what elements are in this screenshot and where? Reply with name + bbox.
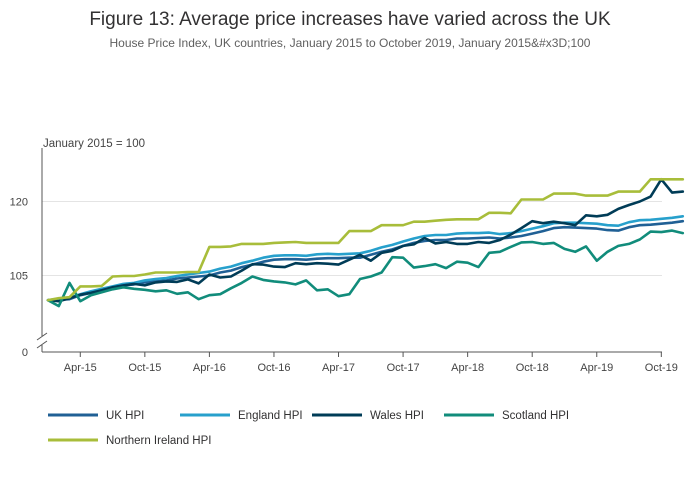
y-tick-label: 120 (10, 197, 28, 209)
x-tick-label: Oct-15 (128, 362, 161, 374)
legend-item-wales[interactable]: Wales HPI (312, 410, 424, 422)
x-tick-label: Oct-18 (516, 362, 549, 374)
legend-item-scotland[interactable]: Scotland HPI (444, 410, 569, 422)
legend-label: Wales HPI (370, 410, 424, 422)
x-tick-label: Apr-15 (64, 362, 97, 374)
legend-item-northern-ireland[interactable]: Northern Ireland HPI (48, 435, 211, 447)
series-line-scotland[interactable] (46, 229, 685, 308)
y-tick-label: 105 (10, 271, 28, 283)
series-line-northern-ireland[interactable] (46, 178, 685, 302)
x-tick-label: Oct-19 (645, 362, 678, 374)
gridlines (42, 201, 662, 276)
y-tick-label: 0 (22, 347, 28, 359)
chart-subtitle: House Price Index, UK countries, January… (110, 36, 591, 50)
y-unit-label: January 2015 = 100 (43, 138, 145, 150)
x-tick-label: Apr-17 (322, 362, 355, 374)
x-tick-label: Apr-19 (580, 362, 613, 374)
x-tick-label: Oct-16 (257, 362, 290, 374)
legend-label: Northern Ireland HPI (106, 435, 211, 447)
legend-item-england[interactable]: England HPI (180, 410, 303, 422)
series-lines[interactable] (46, 178, 685, 308)
x-tick-label: Oct-17 (387, 362, 420, 374)
legend-item-uk[interactable]: UK HPI (48, 410, 144, 422)
chart-title: Figure 13: Average price increases have … (89, 9, 611, 30)
axis-break-mark (36, 332, 48, 341)
axes: 0 105 120 Apr-15 Oct-15 Apr-16 Oct-16 Apr-17 Oct… (10, 148, 678, 374)
legend-label: Scotland HPI (502, 410, 569, 422)
x-tick-label: Apr-18 (451, 362, 484, 374)
legend-label: England HPI (238, 410, 303, 422)
x-tick-label: Apr-16 (193, 362, 226, 374)
legend[interactable]: UK HPI England HPI Wales HPI Scotland HPI No… (48, 410, 569, 447)
legend-label: UK HPI (106, 410, 144, 422)
series-line-wales[interactable] (46, 178, 685, 303)
axis-break-mark (36, 340, 48, 349)
